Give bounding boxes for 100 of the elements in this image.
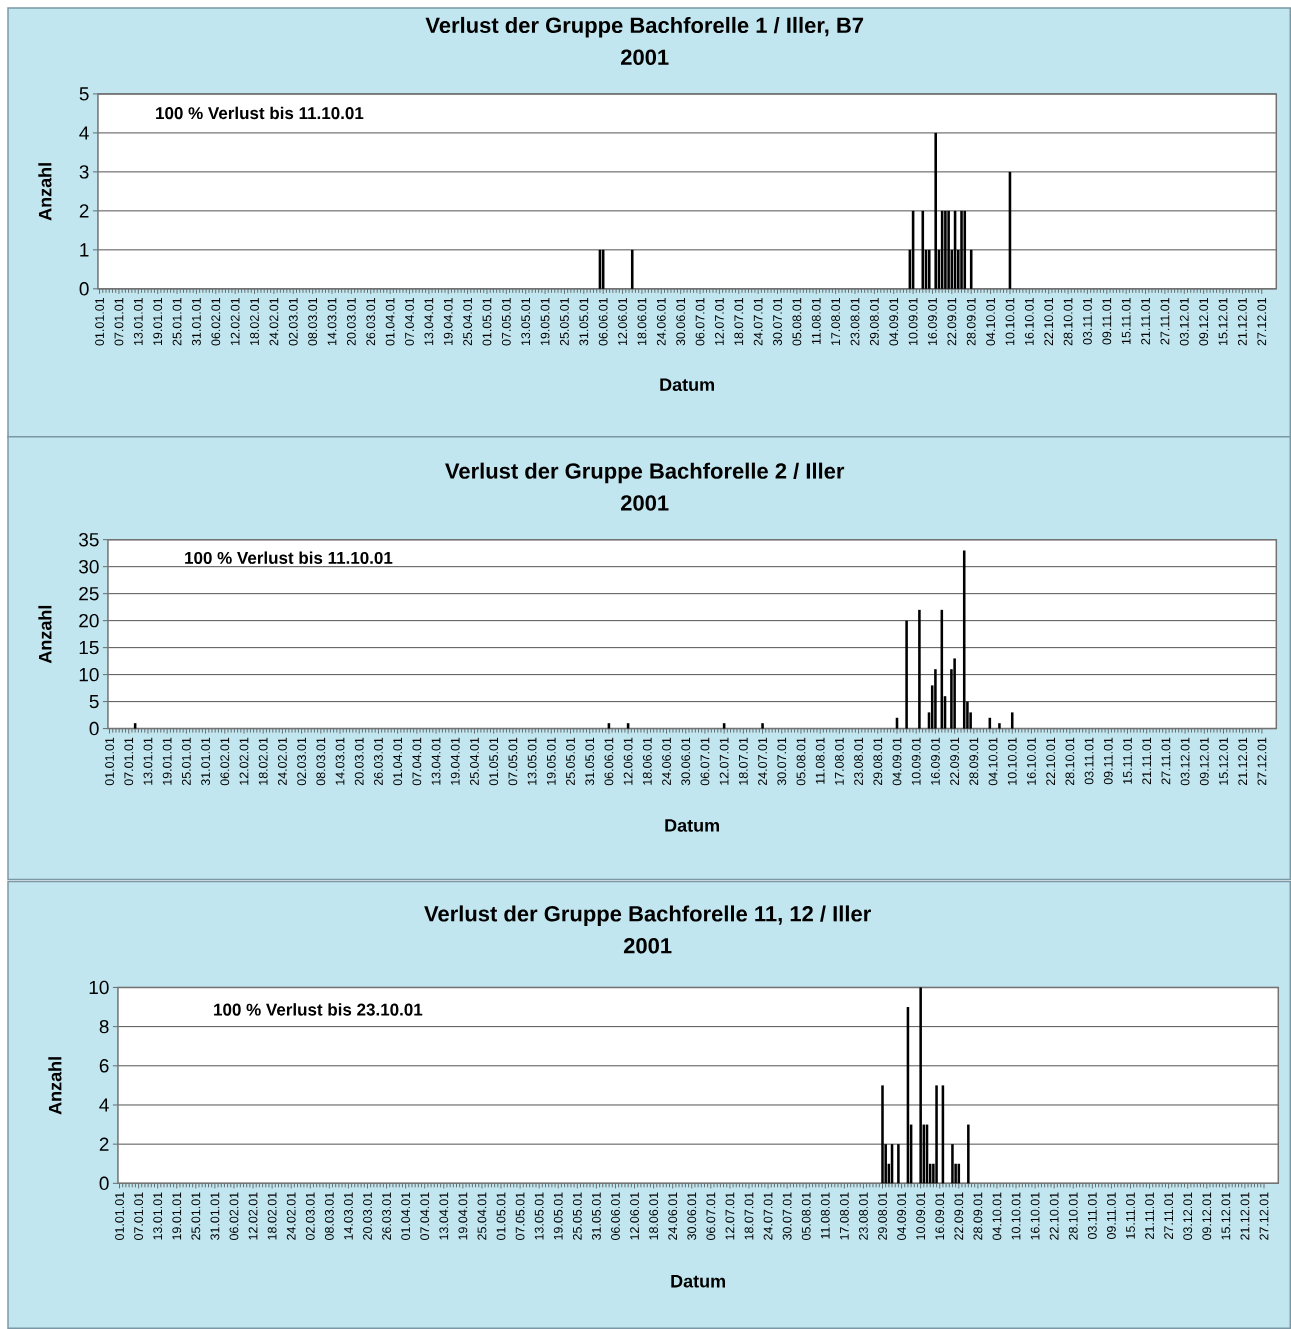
x-tick-label: 26.03.01 (366, 297, 376, 346)
x-tick-label: 12.02.01 (239, 737, 249, 785)
x-tick-label: 10.09.01 (916, 1192, 926, 1240)
x-tick-label: 12.07.01 (719, 737, 729, 785)
bar (934, 669, 937, 729)
x-tick-label: 28.09.01 (973, 1192, 983, 1240)
x-tick-label: 01.04.01 (385, 297, 395, 346)
x-tick-label: 14.03.01 (327, 297, 337, 346)
x-tick-label: 25.01.01 (181, 737, 191, 786)
x-tick-label: 27.11.01 (1164, 1192, 1174, 1239)
x-tick-label: 16.09.01 (935, 1192, 945, 1240)
x-tick-label: 22.09.01 (947, 297, 957, 346)
x-tick-label: 10.10.01 (1011, 1192, 1021, 1240)
x-tick-label: 31.01.01 (192, 297, 201, 346)
x-tick-label: 16.09.01 (928, 297, 937, 346)
x-tick-label: 28.09.01 (966, 297, 976, 346)
x-tick-label: 03.12.01 (1180, 737, 1190, 786)
x-tick-label: 21.11.01 (1141, 297, 1150, 345)
y-tick-label: 30 (79, 559, 99, 574)
x-tick-label: 15.12.01 (1221, 1192, 1231, 1240)
y-tick-label: 0 (89, 721, 99, 736)
x-tick-label: 07.01.01 (114, 297, 124, 346)
x-tick-label: 02.03.01 (288, 297, 298, 346)
x-tick-label: 25.04.01 (463, 297, 473, 346)
x-tick-label: 15.11.01 (1126, 1192, 1135, 1239)
bar (953, 658, 956, 729)
x-tick-label: 29.08.01 (878, 1192, 887, 1240)
x-tick-label: 18.07.01 (744, 1192, 754, 1240)
x-tick-label: 06.07.01 (695, 297, 705, 346)
x-tick-label: 18.06.01 (649, 1192, 659, 1240)
bar (962, 550, 966, 729)
x-tick-label: 11.08.01 (820, 1192, 830, 1239)
x-tick-label: 04.09.01 (892, 737, 902, 786)
x-tick-label: 31.05.01 (579, 297, 589, 346)
bar (881, 1085, 884, 1184)
x-tick-label: 31.05.01 (591, 1192, 601, 1241)
y-tick-label: 0 (79, 282, 89, 296)
x-tick-label: 04.10.01 (986, 297, 996, 346)
x-tick-label: 03.12.01 (1183, 1192, 1193, 1240)
x-tick-label: 18.07.01 (734, 297, 744, 346)
x-tick-label: 01.04.01 (393, 737, 403, 786)
y-axis-title: Anzahl (38, 605, 52, 664)
bar (905, 620, 908, 729)
x-tick-label: 12.06.01 (630, 1192, 639, 1240)
x-tick-label: 27.12.01 (1257, 297, 1267, 346)
x-tick-label: 21.12.01 (1240, 1192, 1250, 1240)
x-tick-label: 01.01.01 (105, 737, 114, 786)
y-tick-label: 8 (99, 1019, 109, 1034)
x-tick-label: 19.01.01 (162, 737, 172, 785)
x-tick-label: 30.06.01 (681, 737, 691, 786)
bar (963, 210, 967, 289)
x-tick-label: 06.02.01 (229, 1192, 239, 1240)
x-tick-label: 08.03.01 (308, 297, 318, 346)
bar (630, 249, 634, 289)
y-tick-label: 10 (79, 667, 99, 682)
x-tick-label: 19.01.01 (153, 297, 163, 346)
x-tick-label: 25.05.01 (572, 1192, 582, 1240)
bar (934, 132, 937, 289)
x-tick-label: 09.12.01 (1199, 297, 1209, 346)
bar (967, 1124, 970, 1184)
x-tick-label: 09.12.01 (1202, 1192, 1212, 1240)
x-tick-label: 08.03.01 (316, 737, 326, 786)
x-tick-label: 30.07.01 (773, 297, 782, 346)
x-tick-label: 20.03.01 (354, 737, 364, 786)
x-tick-label: 18.06.01 (637, 297, 647, 346)
y-tick-label: 2 (99, 1137, 109, 1151)
x-tick-label: 07.04.01 (420, 1192, 430, 1240)
x-tick-label: 02.03.01 (297, 737, 307, 786)
x-tick-label: 27.12.01 (1259, 1192, 1269, 1240)
x-tick-label: 07.05.01 (501, 297, 511, 346)
x-tick-label: 18.02.01 (258, 737, 268, 785)
bar (998, 723, 1001, 729)
x-tick-label: 16.10.01 (1027, 737, 1036, 785)
x-tick-label: 02.03.01 (305, 1192, 315, 1240)
chart-title: Verlust der Gruppe Bachforelle 2 / Iller (445, 462, 845, 484)
x-tick-label: 13.04.01 (439, 1192, 449, 1240)
chart-subtitle: 2001 (621, 495, 669, 511)
y-tick-label: 1 (80, 243, 89, 257)
x-tick-label: 16.10.01 (1024, 297, 1034, 346)
chart-subtitle: 2001 (623, 937, 672, 954)
x-tick-label: 22.10.01 (1046, 737, 1056, 786)
x-tick-label: 12.07.01 (714, 297, 724, 346)
x-tick-label: 24.02.01 (277, 737, 287, 786)
x-tick-label: 21.12.01 (1237, 297, 1247, 346)
x-tick-label: 15.12.01 (1219, 737, 1228, 785)
x-tick-label: 03.12.01 (1179, 297, 1189, 346)
x-tick-label: 13.01.01 (133, 297, 143, 346)
bar (960, 210, 963, 289)
x-tick-label: 24.07.01 (758, 737, 767, 786)
x-tick-label: 24.07.01 (763, 1192, 773, 1240)
bar (935, 1085, 938, 1184)
bar (897, 1144, 900, 1184)
x-tick-label: 30.07.01 (782, 1192, 792, 1241)
x-tick-label: 07.01.01 (124, 737, 134, 786)
x-tick-label: 07.05.01 (508, 737, 518, 786)
y-tick-label: 4 (79, 126, 89, 140)
x-tick-label: 22.09.01 (950, 737, 960, 786)
x-tick-label: 30.06.01 (676, 297, 686, 346)
x-tick-label: 15.11.01 (1123, 737, 1132, 784)
x-tick-label: 04.10.01 (992, 1192, 1002, 1240)
